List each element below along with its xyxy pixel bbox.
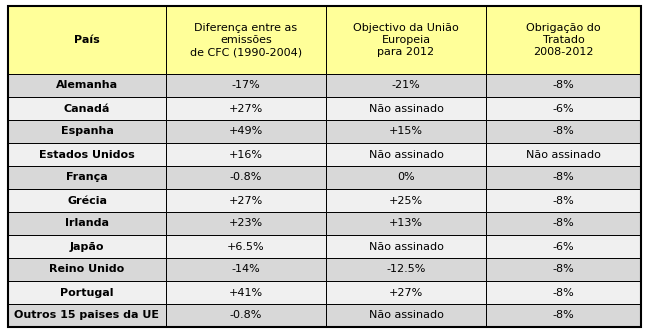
Bar bbox=[166, 281, 326, 304]
Bar bbox=[166, 189, 326, 212]
Text: -6%: -6% bbox=[553, 241, 574, 252]
Text: +27%: +27% bbox=[229, 195, 263, 205]
Bar bbox=[8, 281, 166, 304]
Text: -8%: -8% bbox=[553, 127, 574, 137]
Bar bbox=[166, 166, 326, 189]
Text: -8%: -8% bbox=[553, 311, 574, 321]
Text: +27%: +27% bbox=[389, 288, 423, 298]
Text: +6.5%: +6.5% bbox=[227, 241, 265, 252]
Text: Outros 15 paises da UE: Outros 15 paises da UE bbox=[14, 311, 159, 321]
Text: -8%: -8% bbox=[553, 218, 574, 228]
Text: Não assinado: Não assinado bbox=[369, 104, 443, 114]
Text: Japão: Japão bbox=[70, 241, 104, 252]
Bar bbox=[166, 212, 326, 235]
Text: Não assinado: Não assinado bbox=[369, 241, 443, 252]
Bar bbox=[486, 97, 641, 120]
Text: Não assinado: Não assinado bbox=[369, 311, 443, 321]
Bar bbox=[486, 6, 641, 74]
Text: +41%: +41% bbox=[229, 288, 263, 298]
Bar bbox=[326, 212, 486, 235]
Text: +13%: +13% bbox=[389, 218, 423, 228]
Bar bbox=[8, 166, 166, 189]
Bar bbox=[326, 97, 486, 120]
Text: -0.8%: -0.8% bbox=[230, 172, 262, 182]
Bar bbox=[326, 258, 486, 281]
Bar bbox=[166, 235, 326, 258]
Bar bbox=[8, 189, 166, 212]
Bar bbox=[486, 304, 641, 327]
Text: -14%: -14% bbox=[231, 265, 260, 275]
Bar bbox=[8, 258, 166, 281]
Text: País: País bbox=[74, 35, 100, 45]
Text: +25%: +25% bbox=[389, 195, 423, 205]
Bar bbox=[486, 120, 641, 143]
Bar bbox=[166, 143, 326, 166]
Bar bbox=[166, 304, 326, 327]
Text: Diferença entre as
emissões
de CFC (1990-2004): Diferença entre as emissões de CFC (1990… bbox=[190, 23, 302, 57]
Bar bbox=[166, 120, 326, 143]
Text: Grécia: Grécia bbox=[67, 195, 107, 205]
Bar bbox=[326, 143, 486, 166]
Text: -8%: -8% bbox=[553, 195, 574, 205]
Bar bbox=[166, 97, 326, 120]
Bar bbox=[326, 235, 486, 258]
Text: -8%: -8% bbox=[553, 172, 574, 182]
Bar bbox=[486, 258, 641, 281]
Bar bbox=[486, 281, 641, 304]
Text: Objectivo da União
Europeia
para 2012: Objectivo da União Europeia para 2012 bbox=[353, 23, 459, 57]
Text: Canadá: Canadá bbox=[64, 104, 110, 114]
Text: -0.8%: -0.8% bbox=[230, 311, 262, 321]
Bar bbox=[326, 166, 486, 189]
Text: +23%: +23% bbox=[229, 218, 263, 228]
Bar bbox=[486, 74, 641, 97]
Bar bbox=[8, 120, 166, 143]
Text: Espanha: Espanha bbox=[60, 127, 113, 137]
Bar bbox=[166, 6, 326, 74]
Text: +15%: +15% bbox=[389, 127, 423, 137]
Bar bbox=[166, 258, 326, 281]
Bar bbox=[326, 74, 486, 97]
Bar bbox=[486, 143, 641, 166]
Text: Obrigação do
Tratado
2008-2012: Obrigação do Tratado 2008-2012 bbox=[526, 23, 601, 57]
Text: -8%: -8% bbox=[553, 265, 574, 275]
Text: -17%: -17% bbox=[231, 80, 260, 91]
Text: 0%: 0% bbox=[397, 172, 415, 182]
Text: Portugal: Portugal bbox=[60, 288, 114, 298]
Bar bbox=[486, 189, 641, 212]
Bar bbox=[166, 74, 326, 97]
Bar bbox=[8, 304, 166, 327]
Text: +49%: +49% bbox=[229, 127, 263, 137]
Text: Não assinado: Não assinado bbox=[526, 150, 601, 160]
Bar bbox=[8, 212, 166, 235]
Text: França: França bbox=[66, 172, 108, 182]
Bar bbox=[486, 235, 641, 258]
Bar bbox=[326, 281, 486, 304]
Text: Alemanha: Alemanha bbox=[56, 80, 118, 91]
Bar bbox=[326, 120, 486, 143]
Bar bbox=[486, 212, 641, 235]
Bar bbox=[326, 189, 486, 212]
Bar bbox=[486, 166, 641, 189]
Text: -21%: -21% bbox=[391, 80, 421, 91]
Bar bbox=[8, 97, 166, 120]
Bar bbox=[326, 6, 486, 74]
Text: +27%: +27% bbox=[229, 104, 263, 114]
Text: -8%: -8% bbox=[553, 288, 574, 298]
Text: Não assinado: Não assinado bbox=[369, 150, 443, 160]
Bar bbox=[8, 235, 166, 258]
Text: -8%: -8% bbox=[553, 80, 574, 91]
Bar bbox=[8, 74, 166, 97]
Text: +16%: +16% bbox=[229, 150, 263, 160]
Text: -12.5%: -12.5% bbox=[386, 265, 426, 275]
Bar bbox=[8, 6, 166, 74]
Text: Irlanda: Irlanda bbox=[65, 218, 109, 228]
Bar bbox=[8, 143, 166, 166]
Text: Reino Unido: Reino Unido bbox=[49, 265, 124, 275]
Text: Estados Unidos: Estados Unidos bbox=[39, 150, 135, 160]
Text: -6%: -6% bbox=[553, 104, 574, 114]
Bar bbox=[326, 304, 486, 327]
